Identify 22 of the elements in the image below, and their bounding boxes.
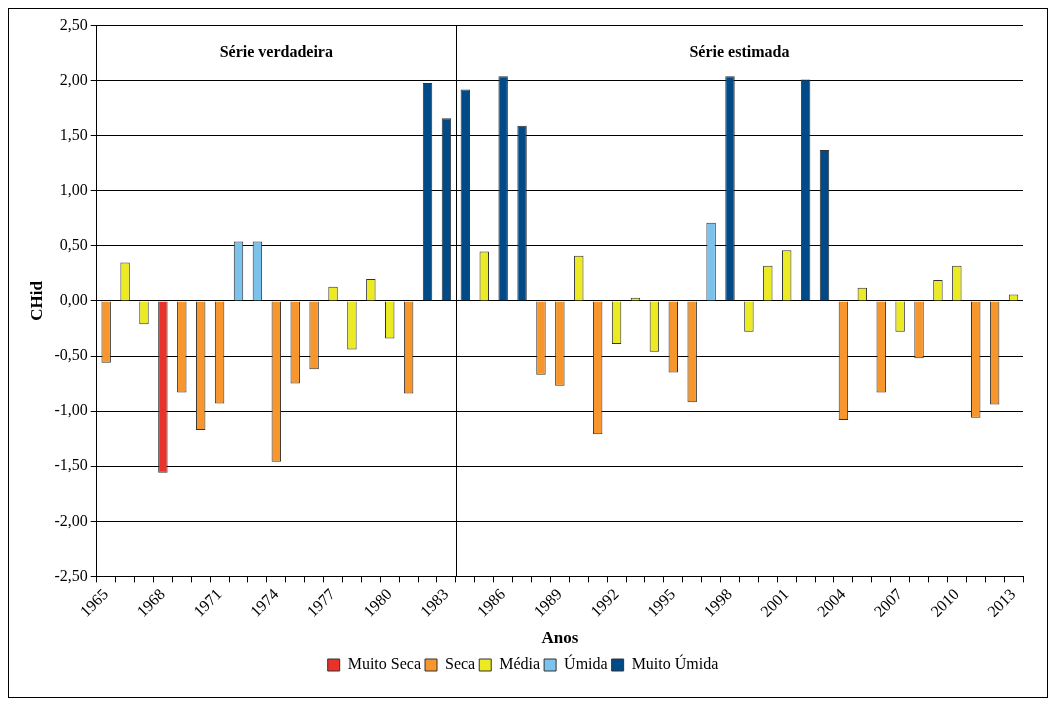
x-tick-label: 2001: [757, 585, 792, 620]
annotation: Série verdadeira: [219, 43, 333, 61]
y-tick-label: 0,00: [59, 291, 88, 309]
y-tick-label: 2,00: [59, 70, 88, 88]
y-tick-label: -1,50: [54, 456, 88, 474]
annotation: Série estimada: [689, 43, 790, 61]
y-tick-label: -1,00: [54, 401, 88, 419]
y-tick-label: 2,50: [59, 15, 88, 33]
y-axis-title: CHid: [26, 280, 46, 321]
legend-label: Muito Seca: [347, 655, 422, 673]
x-axis-title: Anos: [541, 628, 579, 648]
legend-label: Seca: [445, 655, 476, 673]
y-tick-label: 0,50: [59, 236, 88, 254]
y-tick-label: 1,50: [59, 125, 88, 143]
legend-label: Média: [499, 655, 541, 673]
legend-label: Muito Úmida: [631, 654, 719, 673]
x-tick-label: 1971: [190, 585, 225, 620]
y-tick-label: 1,00: [59, 181, 88, 199]
legend-label: Úmida: [564, 654, 608, 673]
y-tick-label: -0,50: [54, 346, 88, 364]
y-tick-label: -2,00: [54, 511, 88, 529]
y-tick-label: -2,50: [54, 566, 88, 584]
